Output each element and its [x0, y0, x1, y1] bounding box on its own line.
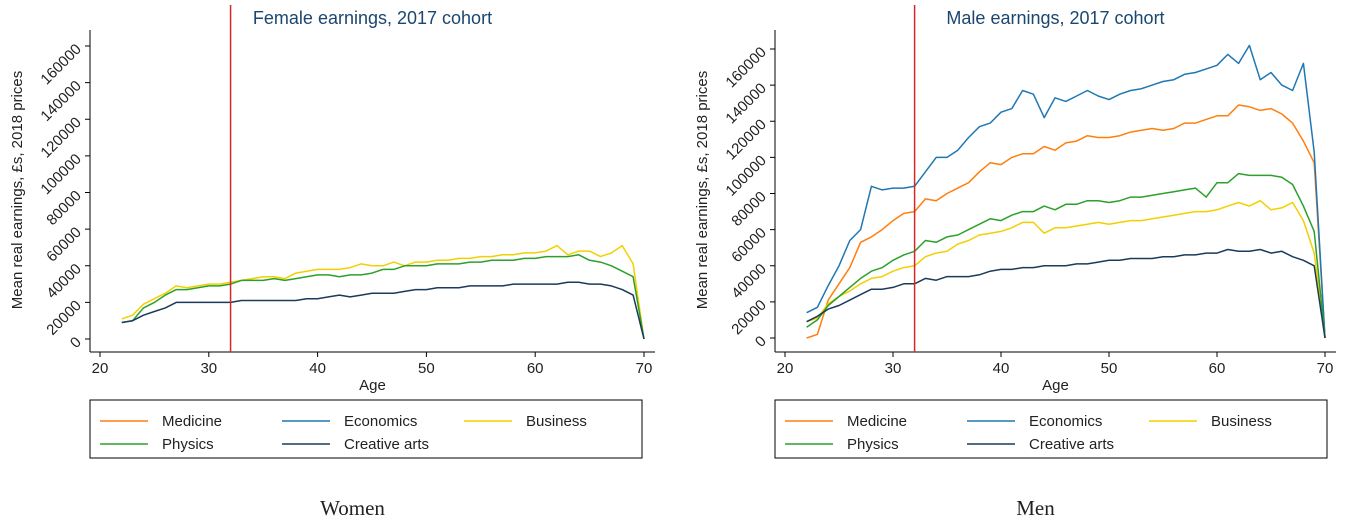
- x-axis-title: Age: [1042, 377, 1069, 394]
- y-tick-label: 20000: [728, 297, 770, 339]
- series-line: [806, 172, 1326, 339]
- x-tick-label: 40: [993, 360, 1010, 377]
- chart-title: Female earnings, 2017 cohort: [253, 8, 492, 28]
- y-tick-label: 60000: [43, 224, 85, 266]
- series-line: [121, 254, 645, 340]
- x-tick-label: 70: [1317, 360, 1334, 377]
- series-line: [806, 104, 1326, 339]
- x-tick-label: 30: [200, 360, 217, 377]
- legend-label: Medicine: [162, 413, 222, 430]
- x-tick-label: 30: [885, 360, 902, 377]
- legend-box: [774, 399, 1328, 459]
- x-tick-label: 40: [309, 360, 326, 377]
- legend-label: Physics: [162, 436, 214, 453]
- legend-label: Medicine: [847, 413, 907, 430]
- chart-title: Male earnings, 2017 cohort: [946, 8, 1164, 28]
- y-tick-label: 160000: [722, 44, 769, 91]
- series-line: [121, 281, 645, 340]
- x-tick-label: 70: [636, 360, 653, 377]
- y-tick-label: 160000: [37, 41, 84, 88]
- chart-panel: Male earnings, 2017 cohort 02000040000600…: [694, 5, 1336, 520]
- legend-label: Physics: [847, 436, 899, 453]
- y-tick-label: 20000: [43, 297, 85, 339]
- x-tick-label: 60: [527, 360, 544, 377]
- legend-label: Economics: [1029, 413, 1102, 430]
- chart-panel: Female earnings, 2017 cohort020000400006…: [9, 5, 655, 520]
- x-tick-label: 50: [418, 360, 435, 377]
- legend-label: Creative arts: [1029, 436, 1114, 453]
- y-tick-label: 40000: [728, 261, 770, 303]
- panel-caption: Men: [1016, 496, 1055, 520]
- y-tick-label: 40000: [43, 261, 85, 303]
- x-tick-label: 50: [1101, 360, 1118, 377]
- legend-box: [89, 399, 643, 459]
- y-tick-label: 0: [752, 333, 770, 351]
- series-line: [806, 44, 1326, 339]
- x-tick-label: 20: [92, 360, 109, 377]
- legend-label: Creative arts: [344, 436, 429, 453]
- y-tick-label: 60000: [728, 224, 770, 266]
- series-line: [806, 199, 1326, 339]
- x-axis-title: Age: [359, 377, 386, 394]
- series-line: [806, 248, 1326, 339]
- legend-label: Economics: [344, 413, 417, 430]
- y-tick-label: 0: [67, 334, 85, 352]
- x-tick-label: 60: [1209, 360, 1226, 377]
- series-line: [121, 244, 645, 340]
- y-axis-title: Mean real earnings, £s, 2018 prices: [694, 71, 711, 309]
- legend-label: Business: [1211, 413, 1272, 430]
- x-tick-label: 20: [777, 360, 794, 377]
- legend-label: Business: [526, 413, 587, 430]
- y-axis-title: Mean real earnings, £s, 2018 prices: [9, 71, 26, 309]
- panel-caption: Women: [320, 496, 385, 520]
